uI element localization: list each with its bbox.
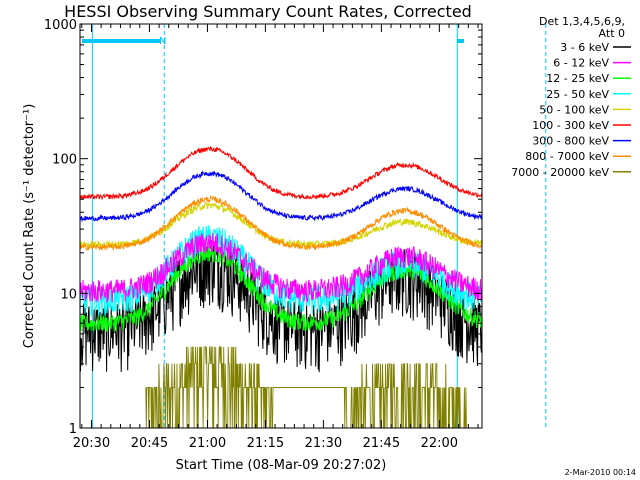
y-tick-label: 1000 — [44, 18, 77, 33]
x-axis-label: Start Time (08-Mar-09 20:27:02) — [176, 458, 387, 473]
y-tick-label: 1 — [69, 422, 77, 437]
legend-header-line-2: Att 0 — [599, 27, 625, 40]
legend-entry-label: 12 - 25 keV — [546, 72, 609, 85]
series-line — [79, 169, 483, 223]
night-marker-label: N — [159, 36, 166, 47]
y-axis-label: Corrected Count Rate (s⁻¹ detector⁻¹) — [22, 104, 37, 349]
plot-frame — [79, 23, 483, 429]
legend-entry-label: 6 - 12 keV — [553, 57, 609, 70]
plot-area — [79, 24, 547, 429]
series-line — [79, 146, 483, 201]
x-tick-label: 21:00 — [189, 436, 226, 451]
x-tick-label: 20:45 — [131, 436, 168, 451]
legend-entry-label: 7000 - 20000 keV — [511, 166, 609, 179]
legend: 3 - 6 keV 6 - 12 keV 12 - 25 keV 25 - 50 ke… — [511, 41, 631, 179]
chart-title: HESSI Observing Summary Count Rates, Cor… — [64, 2, 472, 21]
legend-entry-label: 300 - 800 keV — [532, 135, 609, 148]
series-line — [79, 232, 483, 304]
legend-entry-label: 3 - 6 keV — [560, 41, 609, 54]
y-tick-label: 10 — [60, 287, 77, 302]
x-tick-label: 22:00 — [421, 436, 458, 451]
legend-header-line-1: Det 1,3,4,5,6,9, — [539, 15, 625, 28]
legend-entry-label: 25 - 50 keV — [546, 88, 609, 101]
y-tick-label: 100 — [52, 153, 77, 168]
legend-entry-label: 50 - 100 keV — [539, 103, 609, 116]
legend-entry-label: 100 - 300 keV — [532, 119, 609, 132]
y-axis: 1 10 100 1000 — [44, 18, 482, 437]
legend-entry-label: 800 - 7000 keV — [525, 150, 609, 163]
footer-timestamp: 2-Mar-2010 00:14 — [565, 468, 636, 477]
series-line — [79, 195, 483, 252]
x-tick-label: 21:30 — [305, 436, 342, 451]
x-tick-label: 21:45 — [363, 436, 400, 451]
x-tick-label: 21:15 — [247, 436, 284, 451]
series-line — [145, 346, 467, 429]
x-axis: 20:30 20:45 21:00 21:15 21:30 21:45 22:00 — [73, 24, 479, 451]
x-tick-label: 20:30 — [73, 436, 110, 451]
